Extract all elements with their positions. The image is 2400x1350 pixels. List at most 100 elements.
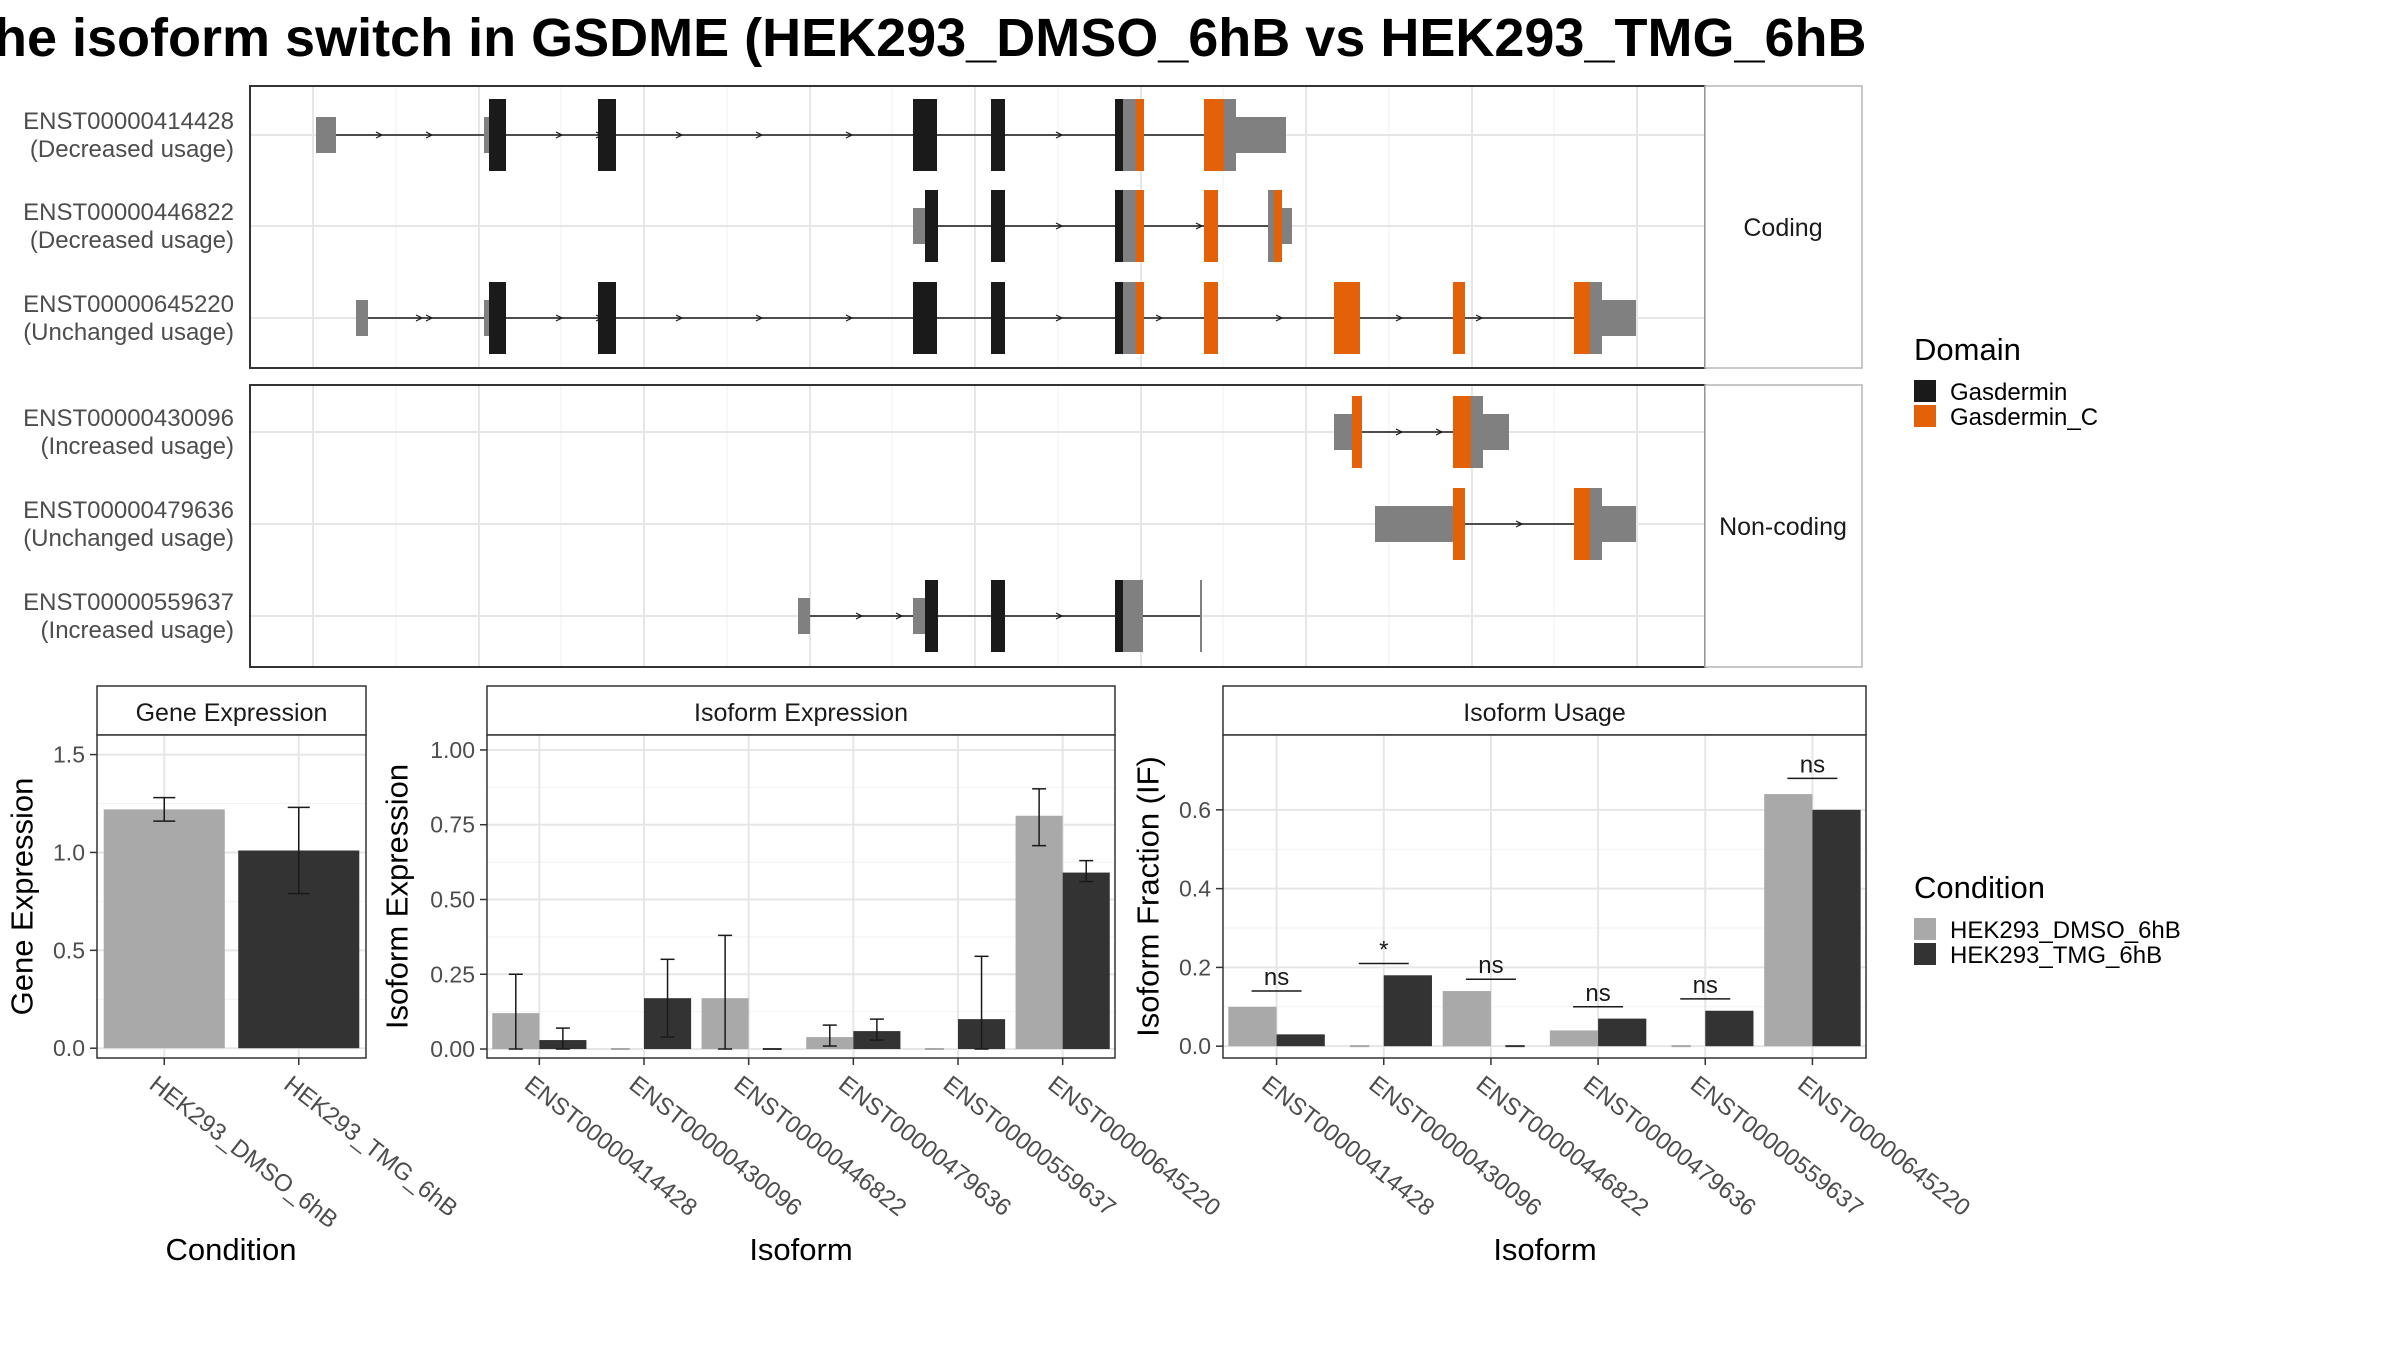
transcript-structure-panel: CodingNon-codingENST00000414428(Decrease… bbox=[23, 85, 1863, 668]
y-tick-label: 0.5 bbox=[53, 937, 85, 963]
exon-block bbox=[316, 117, 336, 153]
strand-arrow bbox=[1195, 222, 1204, 230]
strand-arrow bbox=[415, 314, 424, 322]
condition-key-dmso bbox=[1914, 918, 1936, 940]
transcript-usage-label: (Increased usage) bbox=[41, 617, 234, 644]
strand-arrow bbox=[845, 314, 854, 322]
strand-arrow bbox=[1055, 222, 1064, 230]
x-axis-title: Condition bbox=[166, 1232, 297, 1267]
bar bbox=[1276, 1034, 1325, 1047]
y-axis-title: Gene Expression bbox=[5, 778, 40, 1016]
facet-strip-noncoding bbox=[1704, 384, 1863, 668]
exon-block bbox=[991, 282, 1005, 354]
exon-block bbox=[991, 190, 1005, 262]
strand-arrow bbox=[1435, 428, 1444, 436]
strand-arrow bbox=[1395, 314, 1404, 322]
exon-block bbox=[1123, 190, 1136, 262]
strand-arrow bbox=[1475, 314, 1484, 322]
panel-border bbox=[486, 734, 1116, 1059]
bar bbox=[1062, 872, 1110, 1050]
exon-block bbox=[1115, 190, 1123, 262]
exon-block bbox=[1204, 99, 1224, 171]
y-axis-title: Isoform Expression bbox=[380, 764, 415, 1029]
exon-block bbox=[1136, 99, 1144, 171]
exon-block bbox=[1574, 282, 1590, 354]
transcript-id-label: ENST00000446822 bbox=[23, 199, 234, 226]
strand-arrow bbox=[425, 314, 434, 322]
exon-block bbox=[1136, 190, 1144, 262]
y-tick-label: 0.4 bbox=[1179, 876, 1211, 902]
strand-arrow bbox=[855, 612, 864, 620]
transcript-usage-label: (Decreased usage) bbox=[30, 227, 234, 254]
exon-block bbox=[489, 282, 506, 354]
exon-block bbox=[925, 190, 938, 262]
bar bbox=[1598, 1018, 1647, 1047]
condition-label-tmg: HEK293_TMG_6hB bbox=[1950, 942, 2162, 969]
strand-arrow bbox=[1155, 314, 1164, 322]
exon-block bbox=[1471, 396, 1483, 468]
exon-block bbox=[1200, 580, 1202, 652]
bar bbox=[1764, 794, 1813, 1047]
bar bbox=[1015, 815, 1063, 1050]
significance-label: ns bbox=[1478, 952, 1503, 979]
exon-block bbox=[484, 300, 489, 336]
transcript-id-label: ENST00000414428 bbox=[23, 108, 234, 135]
domain-legend-title: Domain bbox=[1914, 332, 2021, 367]
strand-arrow bbox=[1055, 612, 1064, 620]
facet-strip-coding bbox=[1704, 85, 1863, 369]
strand-arrow bbox=[845, 131, 854, 139]
exon-block bbox=[1483, 414, 1509, 450]
y-tick-label: 0.75 bbox=[430, 812, 475, 838]
exon-block bbox=[1590, 282, 1602, 354]
exon-block bbox=[1352, 396, 1362, 468]
panel-border bbox=[1222, 734, 1867, 1059]
y-tick-label: 1.0 bbox=[53, 839, 85, 865]
domain-key-gasdermin-c bbox=[1914, 405, 1936, 427]
condition-legend: Condition HEK293_DMSO_6hB HEK293_TMG_6hB bbox=[1914, 870, 2181, 969]
transcript-usage-label: (Unchanged usage) bbox=[23, 319, 234, 346]
exon-block bbox=[1123, 282, 1136, 354]
exon-block bbox=[484, 117, 489, 153]
y-tick-label: 0.00 bbox=[430, 1036, 475, 1062]
significance-label: * bbox=[1379, 936, 1388, 963]
x-axis-title: Isoform bbox=[1493, 1232, 1596, 1267]
exon-block bbox=[598, 99, 616, 171]
bar bbox=[1383, 975, 1432, 1047]
exon-block bbox=[798, 598, 810, 634]
facet-label-noncoding: Non-coding bbox=[1719, 513, 1847, 541]
strand-arrow bbox=[1515, 520, 1524, 528]
significance-label: ns bbox=[1264, 964, 1289, 991]
strand-arrow bbox=[1275, 314, 1284, 322]
panel-title: Isoform Usage bbox=[1463, 699, 1626, 727]
condition-legend-title: Condition bbox=[1914, 870, 2045, 905]
significance-label: ns bbox=[1693, 972, 1718, 999]
figure-title: he isoform switch in GSDME (HEK293_DMSO_… bbox=[0, 8, 1867, 68]
strand-arrow bbox=[425, 131, 434, 139]
y-tick-label: 0.2 bbox=[1179, 954, 1211, 980]
strand-arrow bbox=[1055, 131, 1064, 139]
plot-area bbox=[1223, 735, 1866, 1058]
significance-label: ns bbox=[1585, 980, 1610, 1007]
condition-label-dmso: HEK293_DMSO_6hB bbox=[1950, 917, 2181, 944]
exon-block bbox=[1282, 208, 1292, 244]
domain-label-gasdermin: Gasdermin bbox=[1950, 379, 2067, 406]
bar bbox=[1442, 991, 1491, 1047]
panel-title: Isoform Expression bbox=[694, 699, 908, 727]
panel-title: Gene Expression bbox=[136, 699, 328, 727]
exon-block bbox=[1123, 99, 1136, 171]
x-axis-title: Isoform bbox=[749, 1232, 852, 1267]
y-tick-label: 0.50 bbox=[430, 886, 475, 912]
exon-block bbox=[1602, 506, 1636, 542]
strand-arrow bbox=[555, 131, 564, 139]
bar bbox=[1705, 1010, 1754, 1047]
exon-block bbox=[1123, 580, 1143, 652]
y-tick-label: 0.25 bbox=[430, 961, 475, 987]
strand-arrow bbox=[1395, 428, 1404, 436]
transcript-usage-label: (Decreased usage) bbox=[30, 136, 234, 163]
exon-block bbox=[1115, 282, 1123, 354]
exon-block bbox=[1453, 488, 1465, 560]
exon-block bbox=[1224, 99, 1236, 171]
exon-block bbox=[1268, 190, 1274, 262]
exon-block bbox=[925, 580, 938, 652]
